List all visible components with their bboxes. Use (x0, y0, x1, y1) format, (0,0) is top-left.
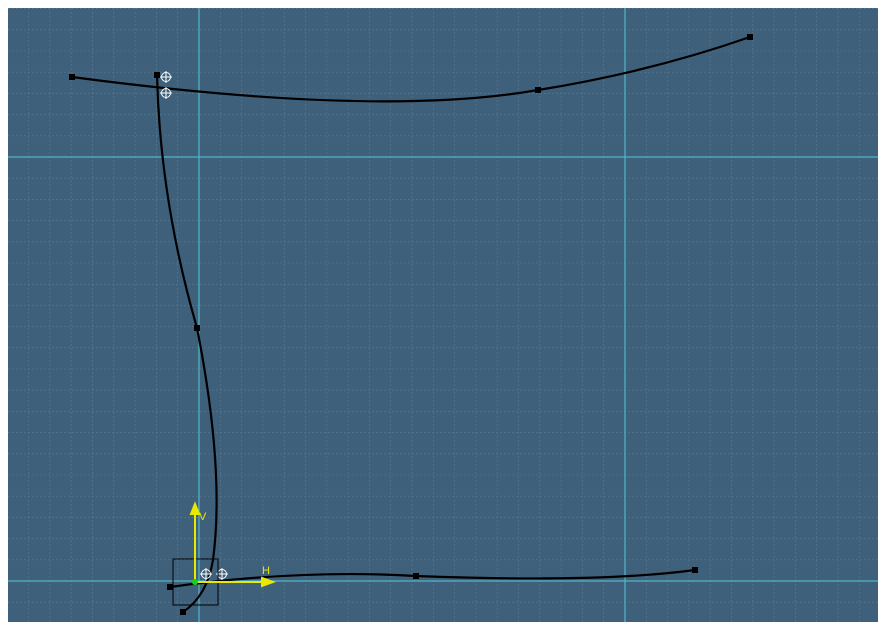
constraint-icon[interactable] (160, 71, 172, 83)
sketch-background (8, 8, 878, 622)
control-point[interactable] (180, 609, 186, 615)
origin-point (192, 579, 198, 585)
grid (8, 8, 878, 622)
control-point[interactable] (154, 72, 160, 78)
sketch-axes (189, 501, 276, 588)
h-axis-label: H (262, 565, 270, 577)
control-point[interactable] (692, 567, 698, 573)
constraint-icons (160, 71, 228, 580)
control-point[interactable] (413, 573, 419, 579)
h-arrow (261, 576, 276, 588)
control-point[interactable] (194, 325, 200, 331)
constraint-icon[interactable] (160, 87, 172, 99)
spline-top (71, 35, 751, 103)
constraint-icon[interactable] (200, 568, 212, 580)
v-arrow (189, 501, 201, 515)
control-point[interactable] (535, 87, 541, 93)
control-point[interactable] (167, 584, 173, 590)
control-point[interactable] (747, 34, 753, 40)
v-axis-label: V (199, 511, 207, 523)
control-point[interactable] (69, 74, 75, 80)
spline-left (155, 74, 218, 613)
control-points (69, 34, 753, 615)
